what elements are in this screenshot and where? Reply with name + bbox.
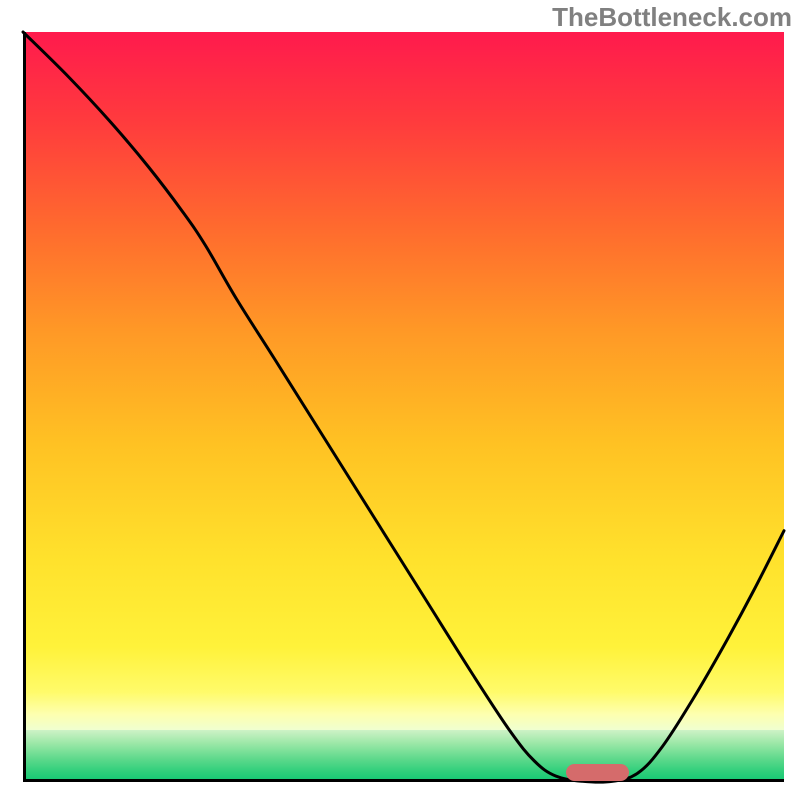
chart-container: TheBottleneck.com [0, 0, 800, 800]
plot-area [23, 32, 784, 782]
bottleneck-curve [23, 32, 784, 782]
optimal-marker [566, 764, 628, 781]
curve-path [23, 32, 784, 782]
watermark-text: TheBottleneck.com [552, 2, 792, 33]
